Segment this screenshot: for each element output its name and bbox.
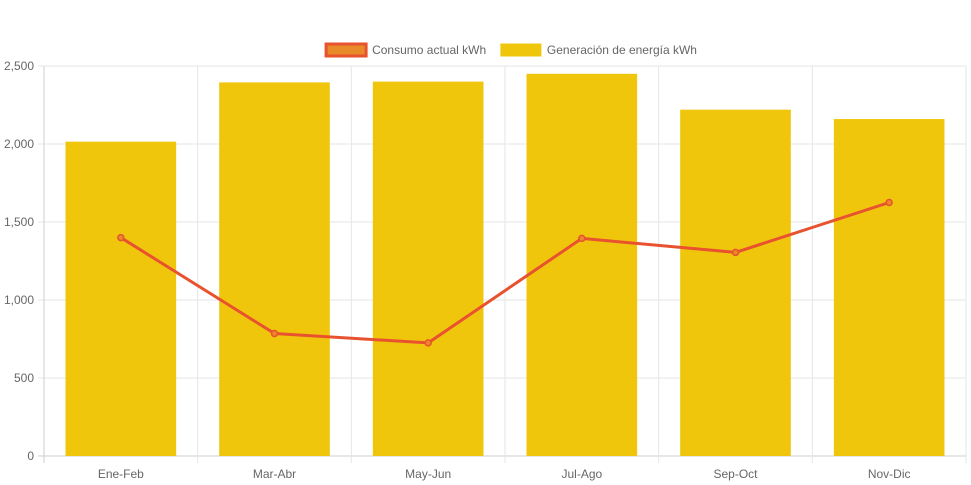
bar[interactable] — [833, 119, 945, 456]
line-point[interactable] — [885, 198, 893, 207]
legend-label-generacion[interactable]: Generación de energía kWh — [547, 43, 697, 57]
y-tick-label: 1,500 — [4, 215, 34, 229]
y-tick-label: 2,000 — [4, 137, 34, 151]
y-tick-label: 1,000 — [4, 293, 34, 307]
line-point[interactable] — [424, 339, 432, 347]
legend[interactable]: Consumo actual kWh Generación de energía … — [324, 42, 697, 58]
x-tick-label: Sep-Oct — [713, 467, 758, 481]
y-tick-label: 500 — [14, 371, 34, 385]
legend-swatch-generacion[interactable] — [500, 43, 542, 57]
axes: 0 500 1,000 1,500 2,000 2,500 Ene-Feb Mar-Abr Ma… — [4, 59, 911, 481]
legend-label-consumo[interactable]: Consumo actual kWh — [372, 43, 486, 57]
line-point[interactable] — [117, 233, 125, 242]
x-tick-label: Jul-Ago — [561, 467, 602, 481]
bar[interactable] — [372, 81, 484, 456]
x-tick-label: May-Jun — [405, 467, 451, 481]
bar[interactable] — [65, 141, 177, 456]
line-point[interactable] — [731, 248, 740, 257]
x-tick-label: Mar-Abr — [253, 467, 296, 481]
bar-series — [65, 73, 945, 457]
legend-swatch-consumo[interactable] — [324, 42, 368, 58]
line-point[interactable] — [270, 329, 279, 338]
grid — [38, 65, 967, 463]
line-series — [117, 198, 893, 347]
y-tick-label: 0 — [27, 449, 34, 463]
x-tick-label: Ene-Feb — [98, 467, 144, 481]
x-tick-label: Nov-Dic — [868, 467, 911, 481]
line-point[interactable] — [578, 234, 586, 243]
y-tick-label: 2,500 — [4, 59, 34, 73]
bar[interactable] — [219, 82, 330, 456]
line-path — [120, 201, 890, 345]
bar[interactable] — [680, 109, 791, 457]
